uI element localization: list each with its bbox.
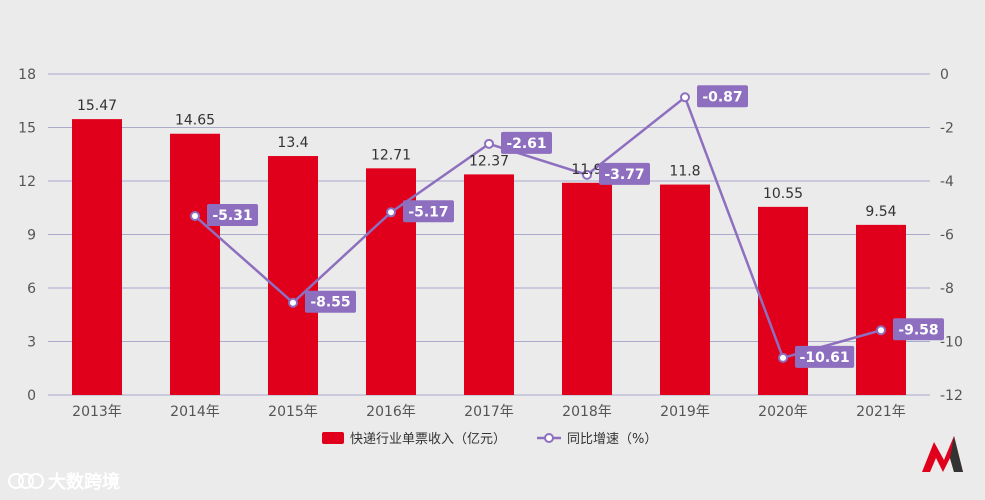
line-value-label: -3.77 [604, 167, 644, 183]
line-point [190, 211, 200, 222]
legend: 快递行业单票收入（亿元） 同比增速（%） [322, 432, 657, 447]
line-point [288, 297, 298, 308]
legend-line-label: 同比增速（%） [567, 432, 657, 447]
line-value-badge [403, 200, 454, 223]
bar-value-label: 10.55 [763, 186, 803, 202]
y-right-tick-label: -12 [940, 388, 963, 404]
x-tick-label: 2020年 [758, 404, 808, 420]
bar-value-label: 12.37 [469, 153, 509, 169]
y-right-tick-label: -6 [940, 228, 954, 244]
line-point [582, 169, 592, 180]
bar [268, 156, 318, 395]
bar [464, 174, 514, 395]
line-series [190, 92, 886, 363]
line-point [876, 325, 886, 336]
y-right-tick-label: -10 [940, 335, 963, 351]
x-tick-label: 2017年 [464, 404, 514, 420]
y-right-tick-label: -8 [940, 281, 954, 297]
x-tick-label: 2015年 [268, 404, 318, 420]
bar [170, 133, 220, 395]
x-tick-label: 2016年 [366, 404, 416, 420]
line-value-badge [795, 345, 855, 368]
line-value-badge [599, 162, 650, 185]
line-value-badge [501, 131, 552, 154]
x-tick-label: 2021年 [856, 404, 906, 420]
line-point [778, 352, 788, 363]
line-point [680, 92, 690, 103]
y-right-tick-label: -2 [940, 121, 954, 137]
line-point [386, 207, 396, 218]
line-value-label: -2.61 [506, 136, 546, 152]
bar-series [72, 119, 906, 395]
bar-value-label: 11.9 [571, 162, 602, 178]
y-left-tick-label: 0 [27, 388, 36, 404]
y-left-tick-label: 15 [18, 121, 36, 137]
line-value-label: -9.58 [898, 322, 938, 338]
line-value-label: -5.31 [212, 208, 252, 224]
bar-value-label: 11.8 [669, 164, 700, 180]
bar-value-label: 14.65 [175, 113, 215, 129]
legend-bar-swatch [322, 432, 344, 444]
x-tick-label: 2013年 [72, 404, 122, 420]
legend-bar-label: 快递行业单票收入（亿元） [350, 432, 506, 447]
x-tick-label: 2018年 [562, 404, 612, 420]
line-value-badge [893, 318, 944, 341]
y-left-tick-label: 3 [27, 335, 36, 351]
line-value-badge [305, 290, 356, 313]
legend-line-marker [544, 433, 554, 443]
y-left-tick-label: 12 [18, 174, 36, 190]
line-point [484, 138, 494, 149]
bar [72, 119, 122, 395]
line-value-badge [207, 204, 258, 227]
line-value-label: -5.17 [408, 204, 448, 220]
bar [856, 224, 906, 395]
x-tick-label: 2019年 [660, 404, 710, 420]
bar-value-label: 13.4 [277, 135, 308, 151]
y-left-tick-label: 18 [18, 67, 36, 83]
brand-logo-icon [922, 436, 963, 472]
y-right-tick-label: -4 [940, 174, 954, 190]
growth-line [194, 95, 882, 360]
watermark-text: 大数跨境 [48, 471, 120, 493]
line-value-label: -10.61 [800, 350, 850, 366]
bar [660, 184, 710, 395]
line-value-badge [697, 85, 748, 108]
y-left-tick-label: 6 [27, 281, 36, 297]
line-value-label: -0.87 [702, 89, 742, 105]
data-labels: 15.47 14.65 13.4 12.71 12.37 11.9 11.8 10.55 9.5… [77, 85, 944, 368]
watermark: 大数跨境 [8, 471, 120, 493]
y-left-tick-label: 9 [27, 228, 36, 244]
x-tick-label: 2014年 [170, 404, 220, 420]
bar-value-label: 9.54 [865, 204, 896, 220]
bar-value-label: 12.71 [371, 147, 411, 163]
bar-value-label: 15.47 [77, 98, 117, 114]
y-right-tick-label: 0 [940, 67, 949, 83]
bar [562, 182, 612, 395]
axis-ticks: 0 3 6 9 12 15 18 0 -2 -4 -6 -8 -10 -12 2013年 2014年 2015年… [18, 67, 963, 420]
line-value-label: -8.55 [310, 295, 350, 311]
